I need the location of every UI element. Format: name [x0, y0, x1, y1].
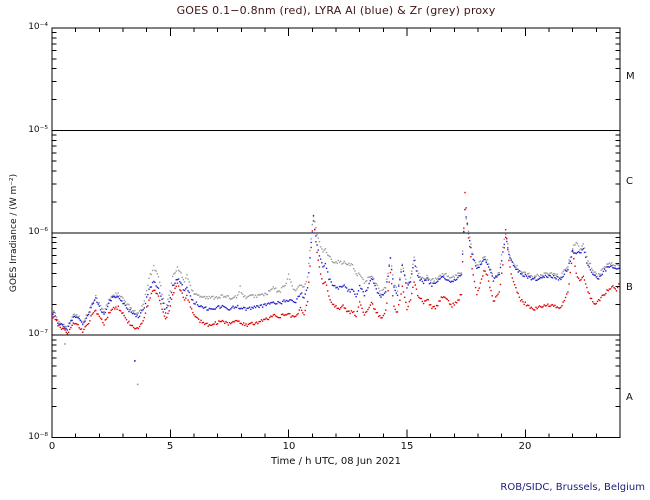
credit-text: ROB/SIDC, Brussels, Belgium — [500, 482, 645, 493]
axis-ticks — [51, 27, 620, 438]
flare-class-label-c: C — [626, 176, 633, 187]
y-tick-label: 10⁻⁸ — [28, 432, 48, 442]
chart-title: GOES 0.1−0.8nm (red), LYRA Al (blue) & Z… — [176, 4, 496, 17]
y-tick-label: 10⁻⁵ — [28, 125, 48, 135]
y-tick-label: 10⁻⁴ — [28, 22, 48, 32]
flare-class-label-b: B — [626, 282, 633, 293]
x-tick-label: 0 — [48, 441, 56, 452]
series-lyra-zr — [52, 209, 620, 328]
series-goes — [52, 191, 620, 335]
y-tick-label: 10⁻⁶ — [28, 227, 48, 237]
outlier-points — [64, 343, 139, 386]
x-tick-label: 15 — [400, 441, 414, 452]
flare-class-threshold-lines — [52, 129, 620, 336]
series-lyra-al — [52, 208, 620, 331]
flare-class-label-a: A — [626, 392, 633, 403]
x-tick-label: 10 — [282, 441, 296, 452]
x-axis-label: Time / h UTC, 08 Jun 2021 — [270, 456, 402, 467]
x-tick-label: 5 — [166, 441, 174, 452]
y-tick-label: 10⁻⁷ — [28, 329, 48, 339]
flare-class-label-m: M — [626, 71, 635, 82]
x-tick-label: 20 — [518, 441, 532, 452]
